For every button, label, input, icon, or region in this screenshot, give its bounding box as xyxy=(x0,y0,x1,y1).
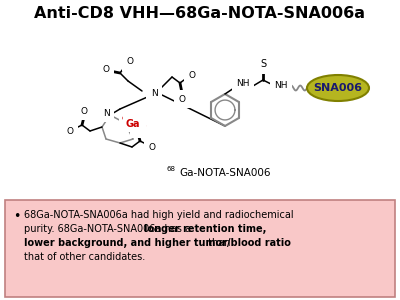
Text: Ga: Ga xyxy=(126,119,140,129)
Text: •: • xyxy=(13,210,20,223)
Text: that of other candidates.: that of other candidates. xyxy=(24,252,145,262)
Text: O: O xyxy=(66,127,74,136)
Text: lower background, and higher tumor/blood ratio: lower background, and higher tumor/blood… xyxy=(24,238,291,248)
Text: SNA006: SNA006 xyxy=(314,83,362,93)
Text: O: O xyxy=(102,64,110,74)
Text: N: N xyxy=(151,88,157,98)
FancyBboxPatch shape xyxy=(5,200,395,297)
Text: longer retention time,: longer retention time, xyxy=(144,224,266,234)
Text: than: than xyxy=(205,238,231,248)
Text: NH: NH xyxy=(236,80,250,88)
Text: O: O xyxy=(126,58,134,67)
Text: O: O xyxy=(178,94,186,103)
Text: Anti-CD8 VHH—68Ga-NOTA-SNA006a: Anti-CD8 VHH—68Ga-NOTA-SNA006a xyxy=(34,7,366,22)
Text: O: O xyxy=(134,124,142,134)
Text: N: N xyxy=(103,109,109,118)
Text: purity. 68Ga-NOTA-SNA006a has a: purity. 68Ga-NOTA-SNA006a has a xyxy=(24,224,194,234)
Text: O: O xyxy=(80,106,88,116)
Text: S: S xyxy=(260,59,266,69)
Text: 68: 68 xyxy=(121,116,129,122)
Text: 68: 68 xyxy=(166,166,176,172)
Text: Ga-NOTA-SNA006: Ga-NOTA-SNA006 xyxy=(179,168,270,178)
Text: O: O xyxy=(188,70,196,80)
Text: O: O xyxy=(148,142,156,152)
Text: 68Ga-NOTA-SNA006a had high yield and radiochemical: 68Ga-NOTA-SNA006a had high yield and rad… xyxy=(24,210,294,220)
Ellipse shape xyxy=(307,75,369,101)
Text: NH: NH xyxy=(274,82,288,91)
